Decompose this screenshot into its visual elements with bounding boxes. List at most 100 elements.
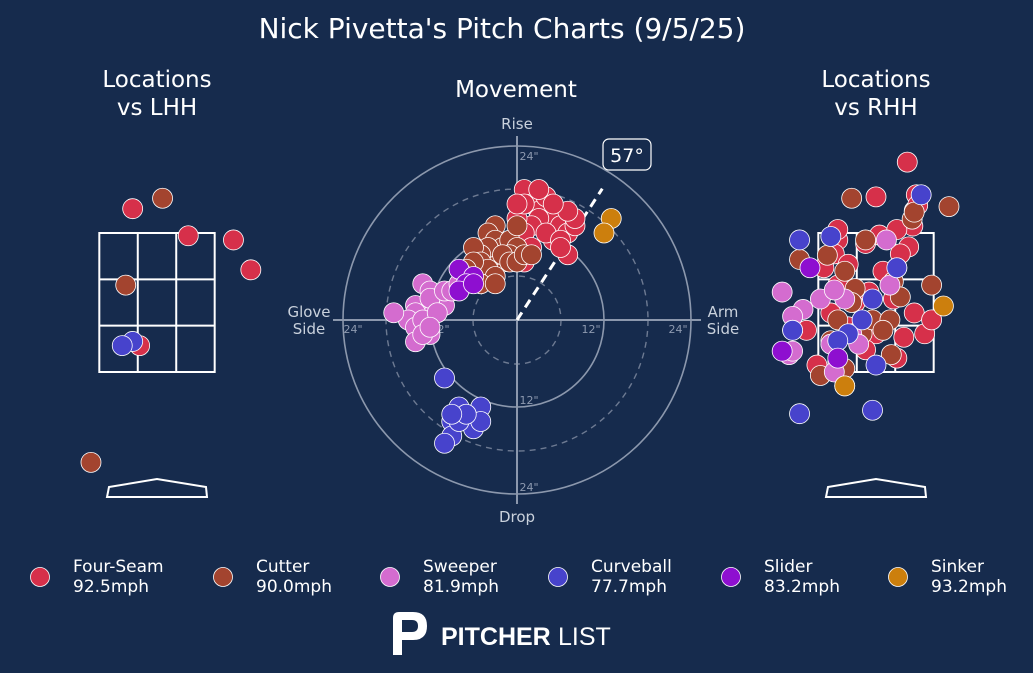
- pitcherlist-logo: PITCHER LIST: [393, 612, 611, 655]
- movement-point-four-seam-23: [550, 237, 571, 258]
- locations_vs_rhh-point-curveball-0: [910, 184, 932, 206]
- legend-label-slider: Slider: [764, 557, 812, 577]
- axis-label-rise: Rise: [501, 115, 533, 133]
- movement-point-four-seam-18: [528, 179, 550, 200]
- axis-label-drop: Drop: [499, 508, 535, 526]
- movement-point-cutter-23: [506, 215, 528, 237]
- locations_vs_rhh-point-cutter-12: [880, 344, 902, 366]
- locations_vs_rhh-points: [771, 151, 960, 425]
- tick-right-12: 12": [581, 323, 600, 336]
- locations_vs_rhh-point-curveball-5: [886, 257, 908, 279]
- lhh-title-line2: vs LHH: [117, 95, 197, 121]
- arm-angle-box: [602, 138, 652, 171]
- locations_vs_rhh-point-curveball-6: [782, 319, 803, 341]
- locations_vs_rhh-point-four-seam-0: [896, 151, 918, 173]
- legend-marker-slider: [721, 567, 741, 587]
- tick-left-24: 24": [343, 323, 362, 336]
- legend-speed-sinker: 93.2mph: [931, 577, 1007, 597]
- axis-label-arm-2: Side: [707, 320, 739, 338]
- movement-point-sweeper-16: [383, 302, 405, 324]
- locations_vs_rhh-point-cutter-4: [855, 229, 876, 251]
- locations_vs_rhh-point-cutter-0: [938, 196, 960, 217]
- locations_vs_lhh-point-four-seam-0: [122, 198, 144, 220]
- locations_vs_lhh-point-four-seam-1: [177, 225, 199, 247]
- locations_vs_rhh-point-cutter-11: [872, 319, 894, 341]
- locations_vs_rhh-point-sweeper-6: [876, 229, 897, 251]
- movement-point-slider-4: [463, 273, 484, 295]
- tick-right-24: 24": [668, 323, 687, 336]
- movement-point-curveball-7: [434, 432, 455, 454]
- logo-text-bold: PITCHER: [441, 623, 551, 651]
- rhh-title-line1: Locations: [821, 67, 930, 93]
- legend-marker-cutter: [213, 567, 233, 587]
- legend-speed-slider: 83.2mph: [764, 577, 840, 597]
- tick-bottom-12: 12": [519, 394, 538, 407]
- legend-speed-cutter: 90.0mph: [256, 577, 332, 597]
- logo-text-light: LIST: [558, 623, 611, 651]
- home-plate-rhh: [824, 477, 928, 498]
- tick-top-24: 24": [519, 150, 538, 163]
- locations_vs_rhh-point-slider-0: [799, 257, 821, 279]
- locations_vs_rhh-point-four-seam-19: [921, 309, 942, 331]
- locations_vs_lhh-point-curveball-1: [111, 335, 133, 356]
- legend-marker-curveball: [548, 567, 568, 587]
- locations_vs_rhh-point-slider-1: [771, 340, 793, 362]
- axis-label-glove-2: Side: [293, 320, 325, 338]
- locations_vs_rhh-point-curveball-9: [789, 403, 810, 425]
- lhh-title-line1: Locations: [102, 67, 211, 93]
- movement-point-curveball-0: [434, 367, 455, 389]
- movement-title: Movement: [455, 77, 577, 103]
- movement-point-cutter-24: [484, 273, 506, 295]
- arm-angle-label: 57°: [610, 145, 644, 167]
- locations_vs_lhh-point-cutter-2: [80, 451, 102, 473]
- movement-point-sinker-1: [593, 222, 615, 244]
- locations_vs_lhh-point-cutter-0: [152, 187, 173, 209]
- legend-speed-curveball: 77.7mph: [591, 577, 667, 597]
- locations_vs_rhh-point-curveball-1: [789, 229, 810, 251]
- chart-title: Nick Pivetta's Pitch Charts (9/5/25): [259, 12, 746, 45]
- locations_vs_rhh-point-four-seam-33: [893, 326, 915, 348]
- legend-label-sinker: Sinker: [931, 557, 984, 577]
- locations_vs_rhh-point-sinker-0: [933, 295, 954, 317]
- locations_vs_lhh-point-four-seam-3: [240, 259, 262, 281]
- locations_vs_rhh-point-four-seam-28: [865, 186, 887, 208]
- axis-label-glove-1: Glove: [287, 303, 330, 321]
- locations_vs_rhh-point-cutter-20: [841, 187, 863, 209]
- movement-point-sweeper-21: [419, 316, 441, 338]
- locations_vs_rhh-point-cutter-2: [816, 244, 838, 266]
- locations_vs_rhh-point-curveball-10: [865, 354, 887, 376]
- legend-marker-sweeper: [380, 567, 400, 587]
- legend-marker-sinker: [888, 567, 908, 587]
- legend-label-sweeper: Sweeper: [423, 557, 497, 577]
- legend-speed-sweeper: 81.9mph: [423, 577, 499, 597]
- locations_vs_rhh-point-sweeper-5: [771, 281, 793, 303]
- legend-marker-four-seam: [30, 567, 50, 587]
- locations_vs_lhh-points: [80, 187, 262, 473]
- rhh-title-line2: vs RHH: [834, 95, 917, 121]
- locations_vs_lhh-point-cutter-1: [115, 274, 137, 296]
- legend-speed-four-seam: 92.5mph: [73, 577, 149, 597]
- locations_vs_rhh-point-cutter-6: [827, 309, 849, 331]
- pitch-points: [80, 151, 960, 473]
- locations_vs_rhh-point-cutter-3: [834, 260, 856, 282]
- locations_vs_rhh-point-sinker-1: [834, 375, 856, 397]
- locations_vs_rhh-point-curveball-2: [820, 226, 842, 247]
- locations_vs_rhh-point-sweeper-3: [823, 279, 845, 301]
- axis-label-arm-1: Arm: [708, 303, 739, 321]
- movement-point-four-seam-20: [506, 193, 528, 215]
- movement-point-curveball-11: [441, 403, 463, 425]
- pitcherlist-p-icon: [393, 612, 427, 655]
- locations_vs_rhh-point-curveball-11: [862, 399, 883, 421]
- tick-bottom-24: 24": [519, 481, 538, 494]
- movement-point-cutter-22: [521, 244, 542, 266]
- home-plate-lhh: [105, 477, 209, 498]
- locations_vs_rhh-point-cutter-15: [921, 274, 942, 296]
- locations_vs_lhh-point-four-seam-2: [223, 229, 244, 251]
- locations_vs_rhh-point-curveball-4: [862, 288, 883, 310]
- movement-point-four-seam-17: [542, 193, 564, 215]
- legend-label-curveball: Curveball: [591, 557, 672, 577]
- zone-border: [98, 232, 216, 373]
- locations_vs_rhh-point-slider-3: [827, 347, 849, 369]
